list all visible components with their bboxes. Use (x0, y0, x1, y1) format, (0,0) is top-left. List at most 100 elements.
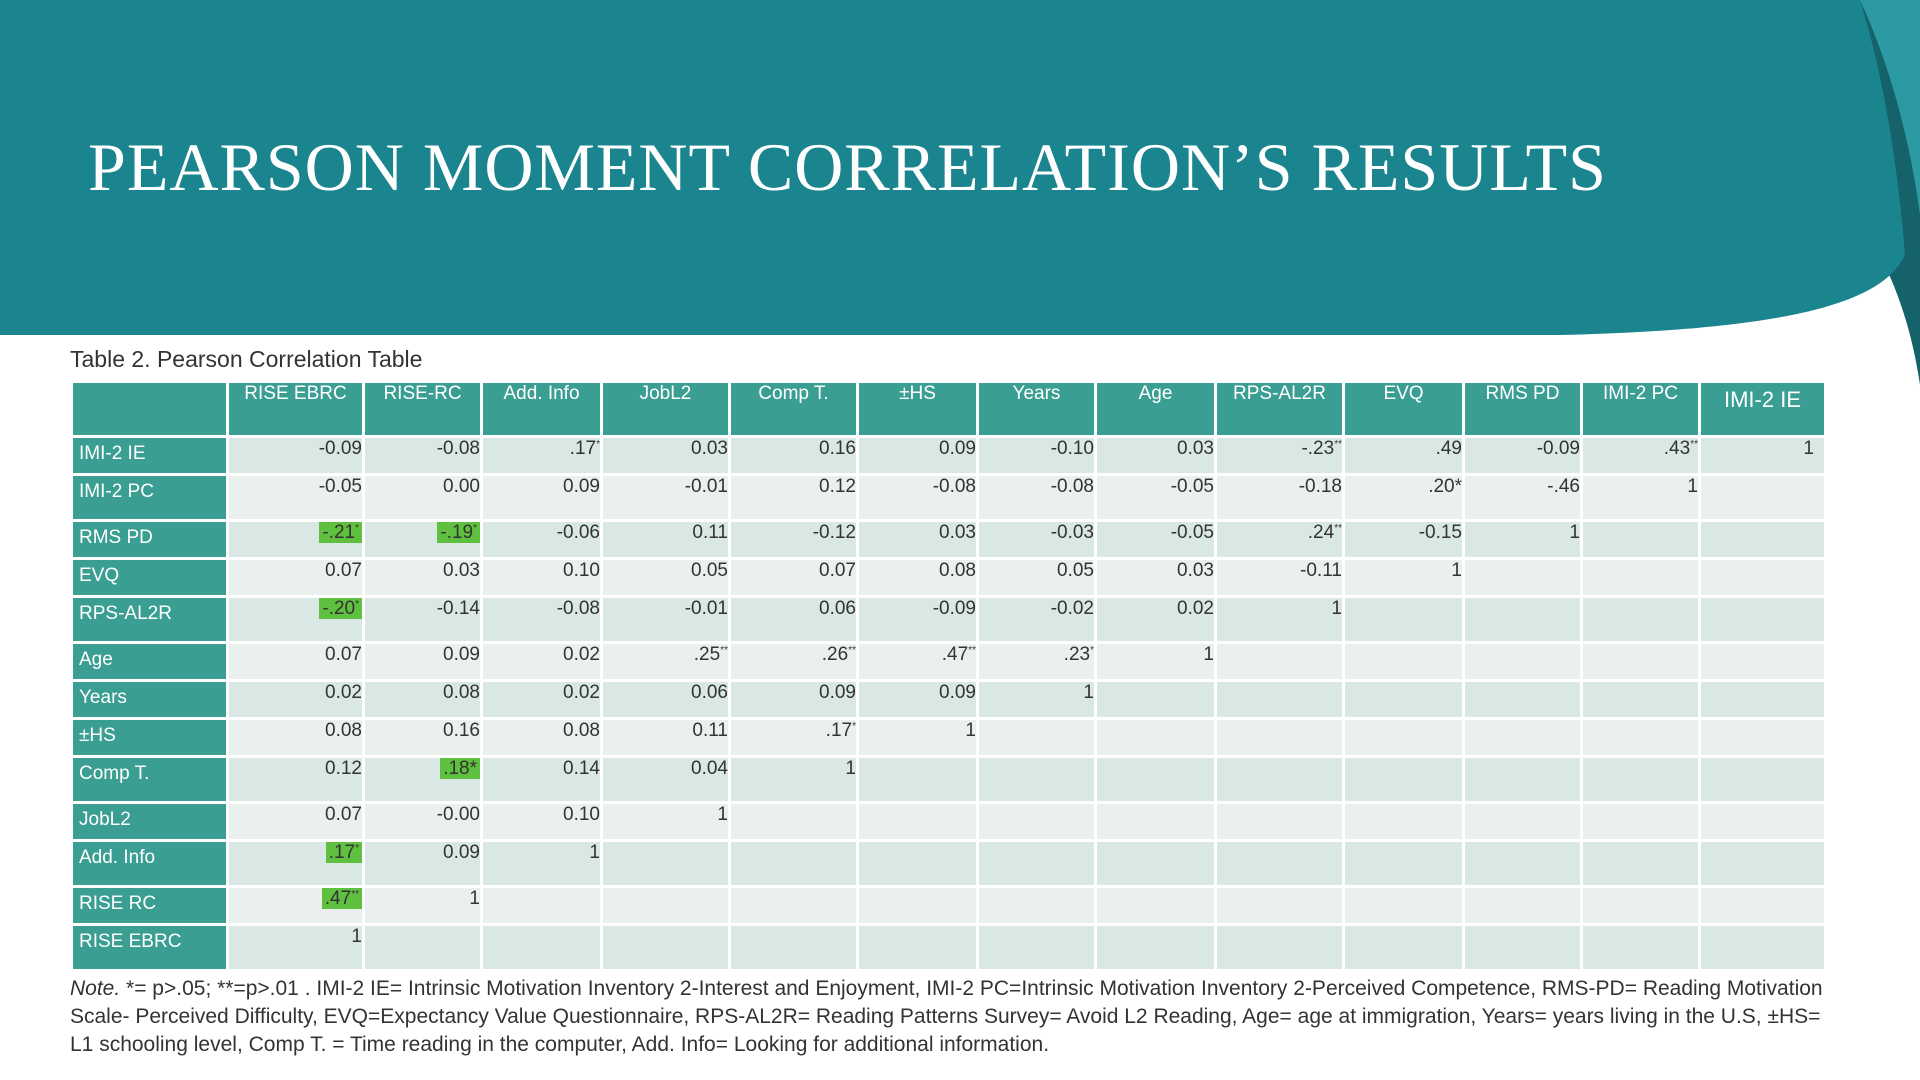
cell-value: -0.10 (1050, 438, 1094, 459)
correlation-cell: 0.08 (856, 557, 979, 598)
cell-value-group: 0.05 (1057, 560, 1094, 581)
correlation-cell (600, 839, 731, 888)
row-header: IMI-2 IE (70, 435, 229, 476)
significance-marker: * (473, 523, 477, 534)
cell-value: 1 (845, 758, 856, 779)
cell-value: 0.08 (443, 682, 480, 703)
correlation-cell: -0.06 (480, 519, 603, 560)
cell-value-group: 0.09 (563, 476, 600, 497)
cell-value: 1 (965, 720, 976, 741)
cell-value-group: 0.07 (325, 560, 362, 581)
correlation-cell: 0.05 (600, 557, 731, 598)
cell-value-group: 0.10 (563, 560, 600, 581)
correlation-cell: 0.14 (480, 755, 603, 804)
cell-value: 0.00 (443, 476, 480, 497)
cell-value: .17 (328, 842, 356, 863)
cell-value-group: -0.12 (813, 522, 856, 543)
cell-value: 1 (1083, 682, 1094, 703)
correlation-cell: -0.08 (976, 473, 1097, 522)
correlation-cell (1580, 557, 1701, 598)
correlation-cell: -0.10 (976, 435, 1097, 476)
cell-value-group: 1 (1803, 438, 1814, 459)
cell-value-group: .18* (440, 758, 480, 779)
cell-value: .18* (443, 758, 477, 779)
cell-value: .49 (1435, 438, 1462, 459)
cell-value-group: -0.09 (319, 438, 362, 459)
cell-value-group: 1 (469, 888, 480, 909)
correlation-cell: 1 (600, 801, 731, 842)
correlation-cell: -0.15 (1342, 519, 1465, 560)
row-header: RISE RC (70, 885, 229, 926)
table-row: IMI-2 IE -0.09 -0.08 .17* 0.03 0.16 0.09 -0.10 0… (70, 435, 1827, 476)
column-header: RPS-AL2R (1214, 380, 1345, 438)
correlation-cell (1462, 717, 1583, 758)
column-header: EVQ (1342, 380, 1465, 438)
cell-value: .23 (1063, 644, 1091, 665)
cell-value: .43 (1663, 438, 1691, 459)
correlation-cell (1462, 885, 1583, 926)
cell-value-group: .25** (694, 644, 728, 665)
cell-value: 1 (351, 926, 362, 947)
cell-value: 0.02 (563, 644, 600, 665)
cell-value-group: 0.03 (443, 560, 480, 581)
cell-value-group: 0.08 (563, 720, 600, 741)
cell-value-group: 0.02 (563, 682, 600, 703)
correlation-cell: -0.00 (362, 801, 483, 842)
table-row: RMS PD -.21* -.19* -0.06 0.11 -0.12 0.03 -0.03-… (70, 519, 1827, 560)
correlation-cell: -0.11 (1214, 557, 1345, 598)
correlation-cell: .17* (728, 717, 859, 758)
cell-value: 1 (589, 842, 600, 863)
cell-value: -0.01 (684, 598, 728, 619)
correlation-cell: -0.08 (856, 473, 979, 522)
table-header-row: RISE EBRC RISE-RC Add. Info JobL2 Comp T. ±HS… (70, 380, 1827, 438)
cell-value-group: 1 (845, 758, 856, 779)
cell-value: 0.03 (691, 438, 728, 459)
row-header: Comp T. (70, 755, 229, 804)
correlation-cell (1580, 923, 1701, 972)
correlation-cell: 0.09 (856, 435, 979, 476)
column-header: IMI-2 PC (1580, 380, 1701, 438)
cell-value: -0.08 (556, 598, 600, 619)
correlation-cell (1094, 717, 1217, 758)
cell-value: 0.07 (325, 804, 362, 825)
correlation-cell (1094, 679, 1217, 720)
table-row: RPS-AL2R -.20* -0.14 -0.08 -0.01 0.06 -0.09 -0.… (70, 595, 1827, 644)
correlation-cell (976, 839, 1097, 888)
significance-marker: * (355, 599, 359, 610)
correlation-cell: 0.09 (728, 679, 859, 720)
cell-value-group: -0.10 (1051, 438, 1094, 459)
correlation-cell (1580, 755, 1701, 804)
cell-value: 1 (1331, 598, 1342, 619)
cell-value: 1 (469, 888, 480, 909)
correlation-cell (1698, 839, 1827, 888)
correlation-cell: 1 (728, 755, 859, 804)
correlation-cell: -0.18 (1214, 473, 1345, 522)
cell-value: -0.12 (812, 522, 856, 543)
cell-value-group: .20* (1428, 476, 1462, 497)
column-header: RISE-RC (362, 380, 483, 438)
correlation-cell (1214, 717, 1345, 758)
significance-marker: * (355, 523, 359, 534)
cell-value: 0.09 (563, 476, 600, 497)
correlation-cell: 0.09 (480, 473, 603, 522)
correlation-cell: 0.02 (480, 679, 603, 720)
cell-value: 1 (1569, 522, 1580, 543)
correlation-cell (480, 885, 603, 926)
cell-value: -.23 (1301, 438, 1335, 459)
cell-value-group: 1 (1451, 560, 1462, 581)
cell-value: 0.09 (819, 682, 856, 703)
correlation-cell: -0.09 (226, 435, 365, 476)
cell-value-group: 0.09 (819, 682, 856, 703)
cell-value-group: 1 (1687, 476, 1698, 497)
correlation-cell (1214, 885, 1345, 926)
cell-value: -0.18 (1298, 476, 1342, 497)
cell-value: 0.10 (563, 804, 600, 825)
correlation-cell (1698, 473, 1827, 522)
highlighted-correlation-cell: .47** (226, 885, 365, 926)
correlation-cell (1342, 923, 1465, 972)
correlation-cell (1580, 717, 1701, 758)
correlation-cell: 1 (1580, 473, 1701, 522)
column-header: IMI-2 IE (1698, 380, 1827, 438)
correlation-cell (1698, 885, 1827, 926)
correlation-cell (1214, 679, 1345, 720)
